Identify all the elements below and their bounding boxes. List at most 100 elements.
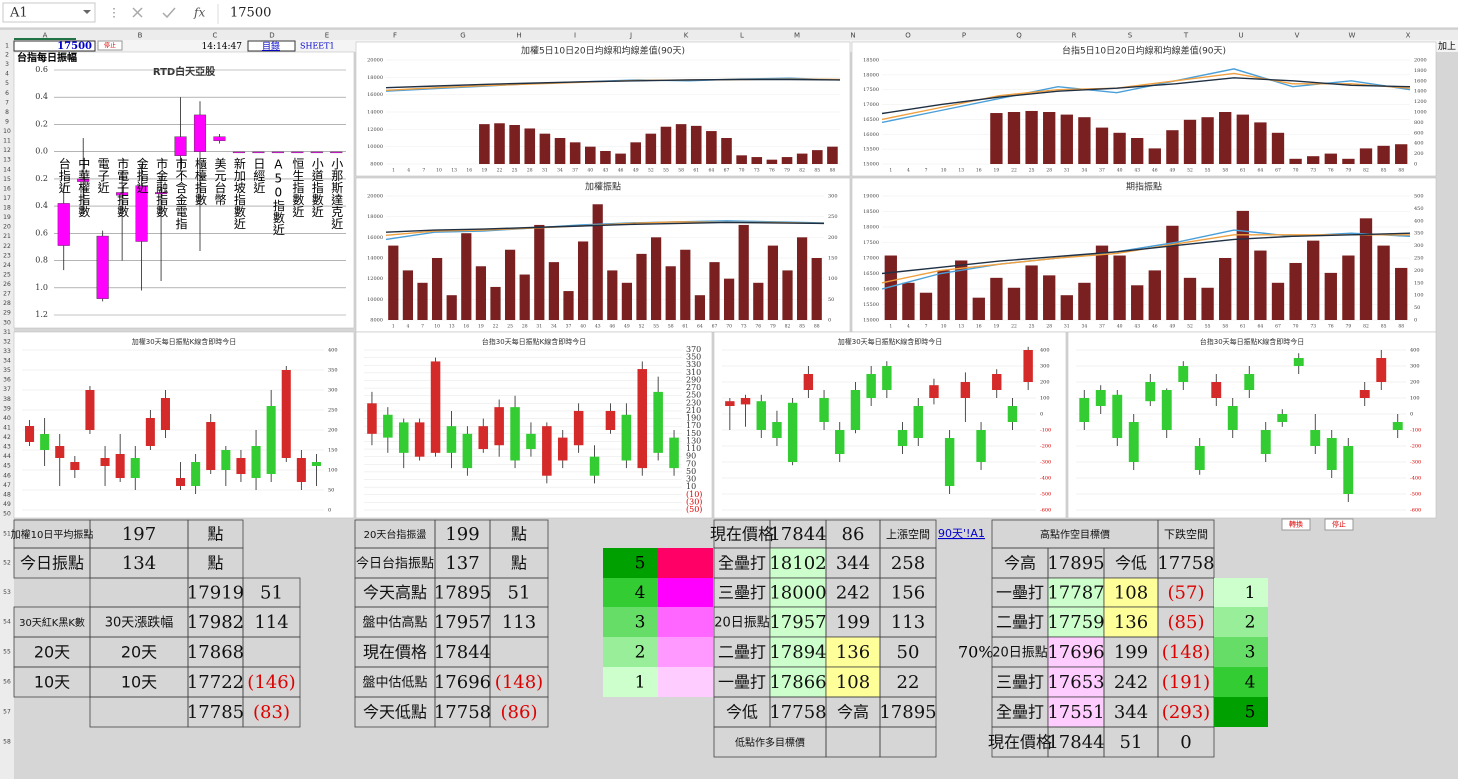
candle-body xyxy=(193,114,207,152)
y-tick-label: 18500 xyxy=(863,58,879,64)
x-tick-label: 58 xyxy=(668,324,674,330)
enter-icon[interactable] xyxy=(162,7,176,19)
x-tick-label: 52 xyxy=(1187,168,1193,174)
chart-title: 加權30天每日振點K線含即時今日 xyxy=(838,337,943,346)
cell-text: 三壘打 xyxy=(996,673,1044,692)
row-header: 6 xyxy=(5,90,9,97)
bar xyxy=(494,123,505,164)
button-label[interactable]: 停止 xyxy=(1332,520,1346,529)
candle-body xyxy=(1277,414,1288,422)
candle-body xyxy=(281,370,291,458)
y2-tick-label: 150 xyxy=(1414,280,1424,286)
level-block xyxy=(1214,637,1268,667)
cell xyxy=(1157,726,1215,758)
y2-tick-label: 2000 xyxy=(1414,58,1427,64)
y-tick-label: 16000 xyxy=(367,235,383,241)
y-tick-label: 14000 xyxy=(367,110,383,116)
y2-tick-label: 800 xyxy=(1414,120,1424,126)
y-tick-label: 110 xyxy=(686,444,701,453)
name-box-dropdown[interactable] xyxy=(83,10,91,14)
bar xyxy=(490,286,501,320)
y-tick-label: -600 xyxy=(1410,508,1421,514)
level-block xyxy=(658,637,713,667)
column-header: T xyxy=(1183,32,1189,40)
x-tick-label: 85 xyxy=(814,168,820,174)
category-label: 新加坡指數近 xyxy=(232,156,246,230)
stop-button[interactable] xyxy=(97,40,123,51)
candle-body xyxy=(669,437,679,469)
x-tick-label: 28 xyxy=(527,168,533,174)
cell-text: 199 xyxy=(445,524,479,545)
bar xyxy=(1324,272,1337,320)
y2-tick-label: 150 xyxy=(828,256,838,262)
stop-button-label[interactable]: 停止 xyxy=(104,42,116,50)
x-tick-label: 28 xyxy=(1046,324,1052,330)
cell-text: 全壘打 xyxy=(996,703,1044,722)
column-header: M xyxy=(794,32,800,40)
menu-cell[interactable] xyxy=(247,40,296,52)
button[interactable] xyxy=(1324,518,1354,531)
cell xyxy=(1103,606,1159,638)
column-header: B xyxy=(138,32,143,40)
button-label[interactable]: 轉換 xyxy=(1289,520,1303,529)
y2-tick-label: 50 xyxy=(1414,305,1420,311)
x-tick-label: 37 xyxy=(572,168,578,174)
cell-text: 17844 xyxy=(1047,732,1104,753)
x-tick-label: 73 xyxy=(741,324,747,330)
cell-text: 197 xyxy=(122,524,156,545)
x-tick-label: 85 xyxy=(1381,324,1387,330)
row-header: 56 xyxy=(3,679,11,686)
x-tick-label: 25 xyxy=(512,168,518,174)
bar xyxy=(1043,112,1056,164)
row-header: 22 xyxy=(3,243,11,250)
cell xyxy=(769,636,827,668)
x-tick-label: 22 xyxy=(1011,324,1017,330)
cell-text: 136 xyxy=(836,642,870,663)
candle-body xyxy=(992,374,1002,390)
x-tick-label: 43 xyxy=(603,168,609,174)
bar xyxy=(990,113,1003,164)
bar xyxy=(607,270,618,320)
menu-link[interactable]: 目錄 xyxy=(262,40,280,52)
x-tick-label: 70 xyxy=(726,324,732,330)
cell-text: 242 xyxy=(836,583,870,604)
bar xyxy=(1359,218,1373,320)
bar xyxy=(592,204,603,320)
bar xyxy=(1377,145,1390,164)
bar xyxy=(1131,285,1144,320)
x-tick-label: 13 xyxy=(451,168,457,174)
candle-body xyxy=(462,433,473,469)
candle-body xyxy=(589,456,600,476)
button[interactable] xyxy=(1281,518,1311,531)
cancel-icon[interactable] xyxy=(132,7,143,18)
cell-text: 17696 xyxy=(434,672,491,693)
candle-body xyxy=(976,430,986,462)
bar xyxy=(1113,255,1126,320)
cell xyxy=(879,726,937,758)
row-header: 8 xyxy=(5,109,9,116)
candle-body xyxy=(251,446,261,478)
name-box[interactable] xyxy=(2,2,96,23)
candle-body xyxy=(494,407,504,446)
x-tick-label: 79 xyxy=(784,168,790,174)
x-tick-label: 28 xyxy=(522,324,528,330)
y-tick-label: 12000 xyxy=(367,276,383,282)
fx-icon[interactable]: fx xyxy=(193,6,205,20)
cell-text: 114 xyxy=(254,612,288,633)
cell xyxy=(1047,636,1105,668)
x-tick-label: 1 xyxy=(889,324,892,330)
row-header: 38 xyxy=(3,396,11,403)
x-tick-label: 34 xyxy=(557,168,563,174)
cell-text: 加權10日平均振點 xyxy=(11,528,94,541)
category-label: 日經近 xyxy=(252,158,266,195)
x-tick-label: 13 xyxy=(958,324,964,330)
bar xyxy=(585,146,596,164)
cell-text: 17868 xyxy=(187,642,244,663)
bar xyxy=(1254,122,1267,164)
candle-body xyxy=(221,450,231,470)
candle-body xyxy=(1145,382,1156,402)
row-header: 49 xyxy=(3,501,11,508)
bar xyxy=(621,282,633,320)
sheet-link[interactable]: 90天'!A1 xyxy=(938,527,985,540)
y-tick-label: 330 xyxy=(686,360,701,369)
